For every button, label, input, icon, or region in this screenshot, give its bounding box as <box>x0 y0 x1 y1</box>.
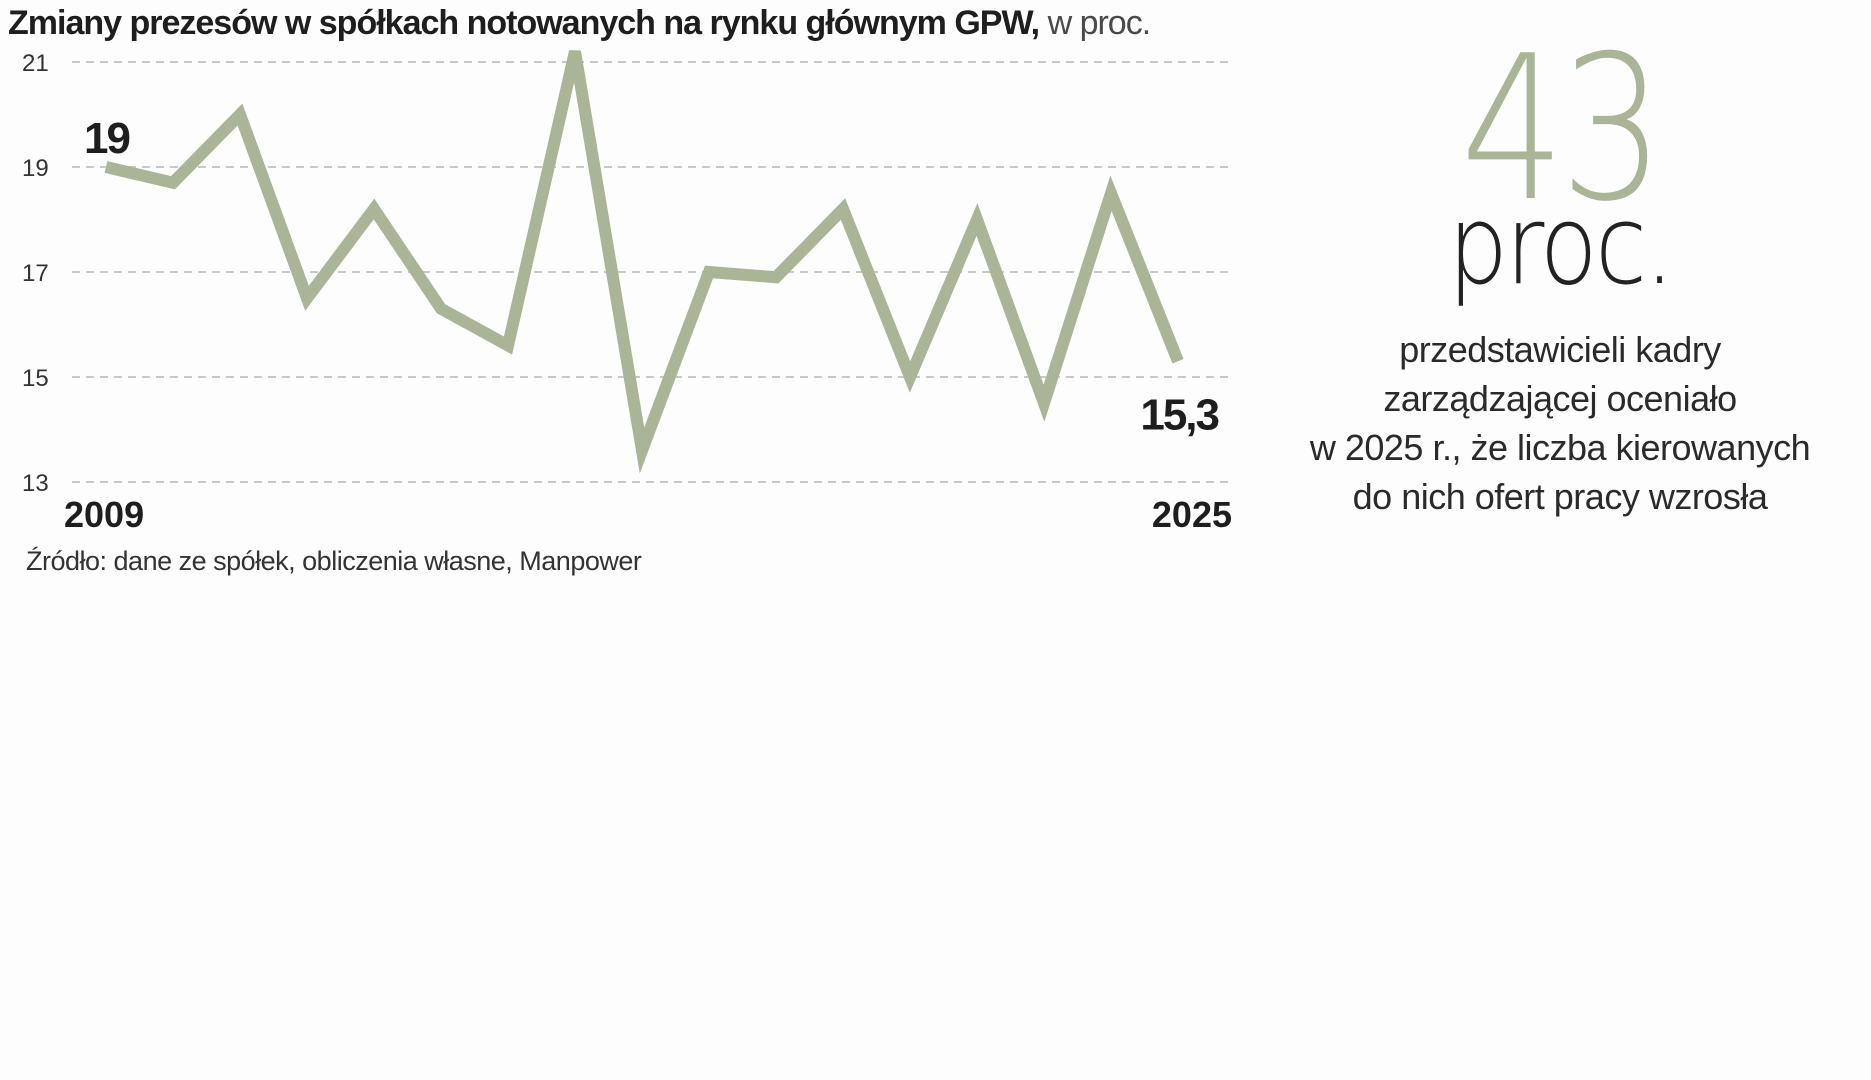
line-chart: 21 19 17 15 13 19 15,3 2009 2025 <box>22 50 1232 535</box>
highlight-number: 43 <box>1460 13 1665 246</box>
highlight-unit: proc. <box>1448 181 1675 309</box>
data-label-last: 15,3 <box>1140 390 1218 439</box>
highlight-line: zarządzającej oceniało <box>1383 378 1737 419</box>
y-tick-label: 15 <box>22 365 49 392</box>
y-tick-label: 17 <box>22 260 49 287</box>
chart-title: Zmiany prezesów w spółkach notowanych na… <box>8 0 1152 46</box>
x-tick-label: 2009 <box>64 494 144 535</box>
y-tick-label: 19 <box>22 155 49 182</box>
chart-title-main: Zmiany prezesów w spółkach notowanych na… <box>8 4 1040 42</box>
chart-title-unit: w proc. <box>1047 4 1152 42</box>
y-tick-label: 13 <box>22 470 49 497</box>
y-axis-ticks: 21 19 17 15 13 <box>22 50 49 497</box>
x-tick-label: 2025 <box>1152 494 1232 535</box>
highlight-line: do nich ofert pracy wzrosła <box>1352 476 1768 517</box>
series-line <box>104 50 1184 474</box>
highlight-line: w 2025 r., że liczba kierowanych <box>1309 427 1811 468</box>
x-axis-ticks: 2009 2025 <box>64 494 1232 535</box>
highlight-description: przedstawicieli kadry zarządzającej ocen… <box>1280 325 1840 521</box>
series-line-layer <box>104 50 1184 474</box>
highlight-line: przedstawicieli kadry <box>1399 329 1721 370</box>
source-note: Źródło: dane ze spółek, obliczenia własn… <box>26 546 642 576</box>
y-tick-label: 21 <box>22 50 49 77</box>
data-labels: 19 15,3 <box>84 114 1221 439</box>
data-label-first: 19 <box>84 114 129 163</box>
